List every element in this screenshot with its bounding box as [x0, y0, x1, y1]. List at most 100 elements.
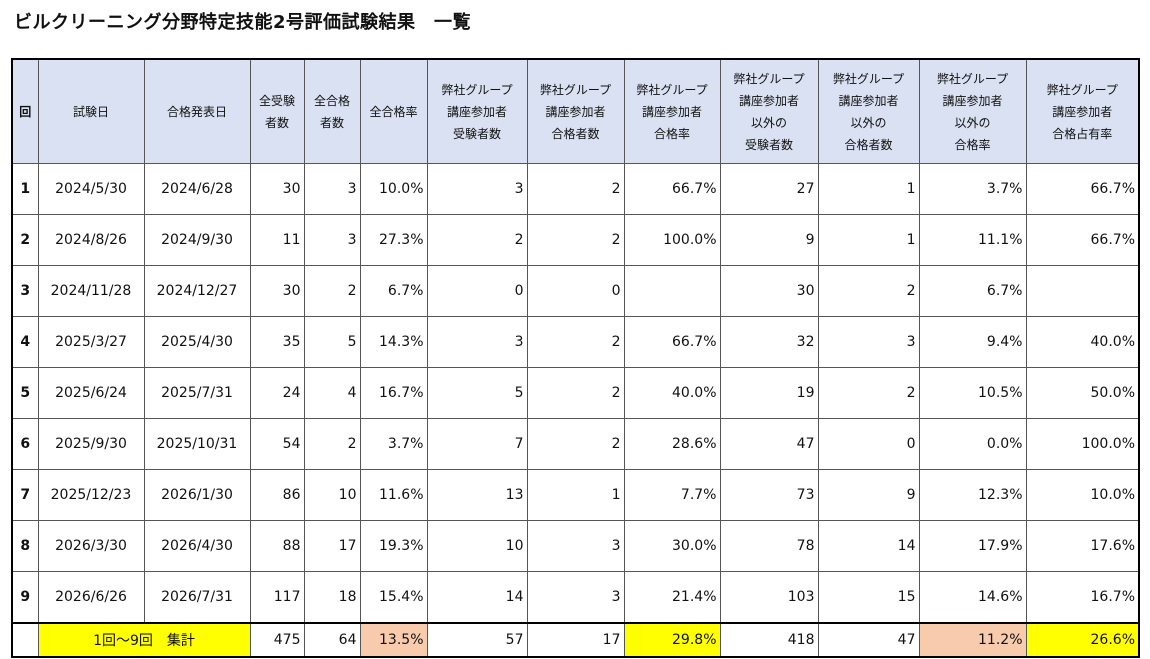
header-text: 以外の [750, 115, 787, 130]
cell: 86 [249, 469, 305, 521]
cell: 88 [249, 520, 305, 572]
cell: 17.6% [1025, 520, 1140, 572]
cell: 2 [526, 316, 625, 368]
cell: 15.4% [359, 571, 428, 624]
header-cell: 弊社グループ 講座参加者 以外の 合格率 [918, 58, 1027, 164]
header-text: 以外の [954, 115, 991, 130]
cell: 10 [426, 520, 528, 572]
cell: 11 [249, 214, 305, 266]
cell: 5 [426, 367, 528, 419]
cell: 2024/8/26 [37, 214, 145, 266]
cell: 3 [526, 520, 625, 572]
cell: 14 [426, 571, 528, 624]
cell: 117 [249, 571, 305, 624]
header-text: 講座参加者 [641, 104, 702, 119]
header-cell: 弊社グループ 講座参加者 受験者数 [426, 58, 528, 164]
cell: 17 [303, 520, 361, 572]
cell [11, 622, 39, 658]
data-row: 3 2024/11/28 2024/12/27 30 2 6.7% 0 0 30 2 6.7% [11, 265, 1140, 317]
cell: 100.0% [623, 214, 721, 266]
total-cell: 418 [719, 622, 819, 658]
cell: 2 [817, 265, 920, 317]
cell: 2025/3/27 [37, 316, 145, 368]
cell: 2 [817, 367, 920, 419]
cell: 2024/5/30 [37, 163, 145, 215]
header-text: 弊社グループ [636, 82, 708, 97]
cell: 5 [11, 367, 39, 419]
header-text: 講座参加者 [446, 104, 507, 119]
cell: 3 [817, 316, 920, 368]
header-text: 受験者数 [744, 137, 793, 152]
cell: 14.6% [918, 571, 1027, 624]
header-text: 弊社グループ [733, 71, 805, 86]
cell: 3 [11, 265, 39, 317]
header-row: 回試験日 合格発表日 全受験 者数 全合格 者数 全合格率 弊社グループ 講座参加者 受験者数 弊社… [11, 58, 1140, 164]
data-row: 1 2024/5/30 2024/6/28 30 3 10.0% 3 2 66.7% 27 1 3.7… [11, 163, 1140, 215]
cell: 2 [526, 214, 625, 266]
cell: 2024/6/28 [143, 163, 251, 215]
header-text: 弊社グループ [1046, 82, 1118, 97]
cell: 1 [11, 163, 39, 215]
total-cell: 17 [526, 622, 625, 658]
cell: 2026/7/31 [143, 571, 251, 624]
cell: 3 [526, 571, 625, 624]
header-text: 弊社グループ [936, 71, 1009, 86]
cell: 0 [817, 418, 920, 470]
cell: 27 [719, 163, 819, 215]
cell: 9 [817, 469, 920, 521]
cell: 7 [11, 469, 39, 521]
total-cell: 13.5% [359, 622, 428, 658]
cell: 30 [249, 265, 305, 317]
data-row: 4 2025/3/27 2025/4/30 35 5 14.3% 3 2 66.7% 32 3 9.4… [11, 316, 1140, 368]
cell: 103 [719, 571, 819, 624]
cell: 9.4% [918, 316, 1027, 368]
header-cell: 全合格率 [359, 58, 428, 164]
cell: 28.6% [623, 418, 721, 470]
header-text: 弊社グループ [441, 82, 513, 97]
cell: 66.7% [1025, 163, 1140, 215]
cell: 54 [249, 418, 305, 470]
header-text: 試験日 [72, 104, 109, 119]
cell: 35 [249, 316, 305, 368]
cell: 3 [426, 163, 528, 215]
cell: 2025/4/30 [143, 316, 251, 368]
cell: 10 [303, 469, 361, 521]
header-text: 全受験 [258, 93, 295, 108]
total-cell: 47 [817, 622, 920, 658]
cell: 66.7% [623, 316, 721, 368]
header-cell: 回 [11, 58, 39, 164]
total-cell: 57 [426, 622, 528, 658]
cell: 30 [249, 163, 305, 215]
cell: 2024/12/27 [143, 265, 251, 317]
cell: 6.7% [359, 265, 428, 317]
header-text: 者数 [264, 115, 289, 130]
data-row: 8 2026/3/30 2026/4/30 88 17 19.3% 10 3 30.0% 78 14… [11, 520, 1140, 572]
cell: 2 [11, 214, 39, 266]
cell: 1 [817, 214, 920, 266]
total-cell: 26.6% [1025, 622, 1140, 658]
cell: 2025/9/30 [37, 418, 145, 470]
header-text: 合格占有率 [1052, 126, 1113, 141]
table-body: 1 2024/5/30 2024/6/28 30 3 10.0% 3 2 66.7% 27 1 3.7… [11, 163, 1140, 658]
data-row: 6 2025/9/30 2025/10/31 54 2 3.7% 7 2 28.6% 47 0 0.0… [11, 418, 1140, 470]
header-text: 弊社グループ [832, 71, 905, 86]
header-text: 合格者数 [551, 126, 600, 141]
cell: 3 [303, 214, 361, 266]
cell: 10.0% [1025, 469, 1140, 521]
cell: 2026/6/26 [37, 571, 145, 624]
cell: 0 [526, 265, 625, 317]
cell: 40.0% [1025, 316, 1140, 368]
cell: 10.0% [359, 163, 428, 215]
header-text: 全合格率 [369, 104, 418, 119]
cell: 9 [11, 571, 39, 624]
cell: 4 [303, 367, 361, 419]
header-cell: 弊社グループ 講座参加者 合格率 [623, 58, 721, 164]
cell: 47 [719, 418, 819, 470]
cell: 8 [11, 520, 39, 572]
cell: 16.7% [1025, 571, 1140, 624]
cell: 5 [303, 316, 361, 368]
cell: 66.7% [623, 163, 721, 215]
header-cell: 試験日 [37, 58, 145, 164]
cell: 11.1% [918, 214, 1027, 266]
total-cell: 11.2% [918, 622, 1027, 658]
